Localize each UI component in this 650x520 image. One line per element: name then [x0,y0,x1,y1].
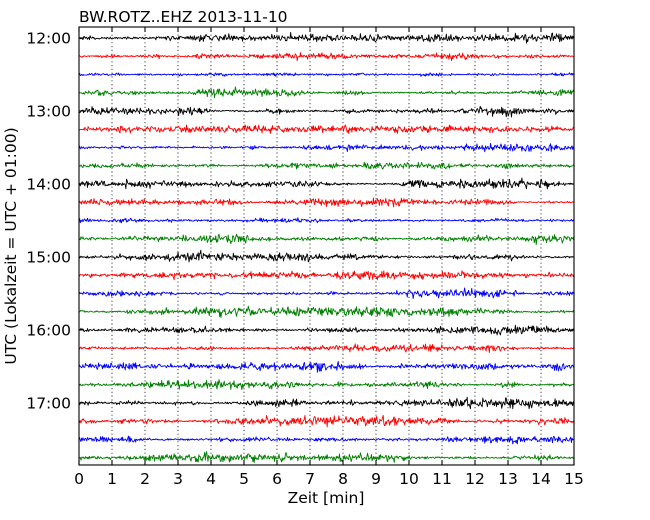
waveform-trace [78,161,575,170]
x-tick-label: 4 [206,470,216,488]
waveform-trace [78,233,575,246]
y-tick-label: 15:00 [26,248,71,266]
y-axis-title: UTC (Lokalzeit = UTC + 01:00) [2,127,20,364]
waveform-trace [78,72,575,77]
x-tick-label: 7 [305,470,315,488]
y-axis-tick-labels: 12:00 13:00 14:00 15:00 16:00 17:00 [26,29,71,412]
grid-layer [111,27,542,465]
waveform-trace [78,324,575,336]
waveform-trace [78,142,575,153]
x-axis-tick-labels: 0 1 2 3 4 5 6 7 8 9 10 11 12 13 14 15 [74,470,584,488]
waveform-trace [78,86,575,99]
x-tick-label: 6 [272,470,282,488]
waveform-trace [78,451,575,464]
waveform-trace [78,177,575,190]
y-tick-label: 14:00 [26,175,71,193]
x-tick-label: 15 [564,470,584,488]
tick-marks-layer [78,27,575,465]
x-axis-title: Zeit [min] [288,489,365,507]
waveform-trace [78,287,575,300]
waveform-trace [78,343,575,353]
waveform-trace [78,379,575,391]
x-tick-label: 2 [140,470,150,488]
x-tick-label: 13 [498,470,518,488]
x-tick-label: 1 [107,470,117,488]
waveform-trace [78,396,575,410]
waveform-trace [78,435,575,445]
waveform-trace [78,52,575,62]
waveform-trace [78,414,575,428]
waveform-trace [78,217,575,224]
waveform-trace [78,305,575,319]
waveform-trace [78,249,575,263]
x-tick-label: 10 [399,470,419,488]
x-tick-label: 8 [338,470,348,488]
axes-spine-rect [78,26,575,466]
x-tick-label: 14 [531,470,551,488]
x-tick-label: 5 [239,470,249,488]
x-tick-label: 11 [432,470,452,488]
waveform-trace [78,270,575,281]
y-tick-label: 16:00 [26,321,71,339]
waveform-traces-layer [78,31,575,464]
x-tick-label: 3 [173,470,183,488]
y-tick-label: 12:00 [26,29,71,47]
x-tick-label: 9 [371,470,381,488]
waveform-trace [78,360,575,373]
x-tick-label: 12 [465,470,485,488]
y-tick-label: 13:00 [26,102,71,120]
page-title: BW.ROTZ..EHZ 2013-11-10 [79,8,288,26]
waveform-trace [78,124,575,134]
waveform-trace [78,31,575,44]
y-tick-label: 17:00 [26,394,71,412]
x-tick-label: 0 [74,470,84,488]
waveform-trace [78,197,575,208]
axes-frame [78,26,575,466]
waveform-trace [78,105,575,118]
